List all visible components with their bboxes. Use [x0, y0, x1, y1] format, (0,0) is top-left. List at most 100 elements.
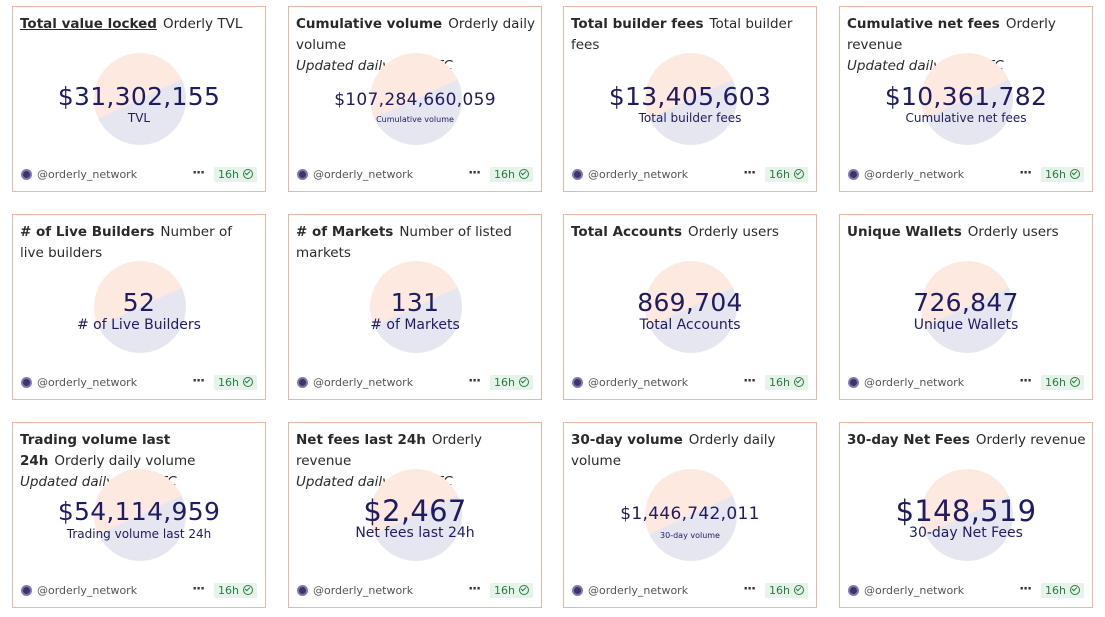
card-footer: @orderly_network ··· 16h: [297, 582, 533, 598]
card-header: 30-day Net Fees Orderly revenue: [847, 430, 1086, 451]
author-handle[interactable]: @orderly_network: [864, 167, 965, 181]
avatar[interactable]: [848, 376, 859, 388]
more-options-icon[interactable]: ···: [468, 166, 481, 181]
freshness-badge: 16h: [1041, 166, 1084, 182]
card-background-circle: [645, 53, 737, 145]
card-title[interactable]: Cumulative volume: [296, 16, 443, 32]
card-title[interactable]: # of Markets: [296, 224, 394, 240]
author-handle[interactable]: @orderly_network: [37, 583, 138, 597]
more-options-icon[interactable]: ···: [743, 582, 756, 597]
counter-label: Total builder fees: [638, 111, 742, 125]
card-background-circle: [94, 469, 186, 561]
counter-card-tvl[interactable]: Total value locked Orderly TVL $31,302,15…: [12, 6, 266, 192]
counter-card-30d-volume[interactable]: 30-day volume Orderly daily volume $1,446…: [563, 422, 817, 608]
freshness-badge: 16h: [214, 582, 257, 598]
author-handle[interactable]: @orderly_network: [864, 583, 965, 597]
card-footer: @orderly_network ··· 16h: [848, 166, 1084, 182]
counter-card-unique-wallets[interactable]: Unique Wallets Orderly users 726,847 Uniq…: [839, 214, 1093, 400]
card-title[interactable]: 30-day Net Fees: [847, 432, 970, 448]
counter-card-markets[interactable]: # of Markets Number of listed markets 131…: [288, 214, 542, 400]
avatar[interactable]: [21, 584, 32, 596]
avatar[interactable]: [572, 168, 583, 180]
card-title[interactable]: Net fees last 24h: [296, 432, 426, 448]
avatar[interactable]: [297, 584, 308, 596]
card-subtitle: Total builder fees: [571, 16, 793, 53]
avatar[interactable]: [848, 584, 859, 596]
card-subtitle: Orderly users: [967, 224, 1059, 240]
author-handle[interactable]: @orderly_network: [37, 375, 138, 389]
more-options-icon[interactable]: ···: [743, 374, 756, 389]
counter-value: $107,284,660,059: [334, 90, 496, 110]
counter-card-volume-24h[interactable]: Trading volume last 24h Orderly daily vol…: [12, 422, 266, 608]
counter-value: 726,847: [913, 288, 1019, 317]
freshness-age: 16h: [1045, 375, 1066, 389]
author-handle[interactable]: @orderly_network: [313, 583, 414, 597]
check-circle-icon: [794, 169, 804, 179]
card-footer: @orderly_network ··· 16h: [21, 582, 257, 598]
more-options-icon[interactable]: ···: [743, 166, 756, 181]
counter-card-net-fees-24h[interactable]: Net fees last 24h Orderly revenue Updated…: [288, 422, 542, 608]
card-header: Total builder fees Total builder fees: [571, 14, 810, 56]
counter-card-builder-fees[interactable]: Total builder fees Total builder fees $13…: [563, 6, 817, 192]
check-circle-icon: [243, 169, 253, 179]
author-handle[interactable]: @orderly_network: [588, 583, 689, 597]
card-subtitle: Orderly revenue: [847, 16, 1056, 53]
freshness-badge: 16h: [765, 374, 808, 390]
card-subtitle: Orderly daily volume: [296, 16, 535, 53]
card-footer: @orderly_network ··· 16h: [572, 374, 808, 390]
author-handle[interactable]: @orderly_network: [864, 375, 965, 389]
card-subtitle: Orderly revenue: [296, 432, 482, 469]
author-handle[interactable]: @orderly_network: [37, 167, 138, 181]
more-options-icon[interactable]: ···: [1019, 166, 1032, 181]
check-circle-icon: [1070, 585, 1080, 595]
card-background-circle: [370, 469, 462, 561]
avatar[interactable]: [572, 376, 583, 388]
check-circle-icon: [519, 585, 529, 595]
counter-card-30d-net-fees[interactable]: 30-day Net Fees Orderly revenue $148,519 …: [839, 422, 1093, 608]
counter-label: Unique Wallets: [913, 317, 1019, 333]
avatar[interactable]: [848, 168, 859, 180]
more-options-icon[interactable]: ···: [468, 582, 481, 597]
freshness-age: 16h: [769, 167, 790, 181]
card-title[interactable]: Trading volume last 24h: [20, 432, 171, 469]
freshness-age: 16h: [769, 583, 790, 597]
more-options-icon[interactable]: ···: [468, 374, 481, 389]
counter-value: $148,519: [895, 494, 1037, 528]
author-handle[interactable]: @orderly_network: [588, 167, 689, 181]
card-header: # of Live Builders Number of live builder…: [20, 222, 259, 264]
counter-label: Trading volume last 24h: [66, 527, 212, 541]
card-title[interactable]: Unique Wallets: [847, 224, 962, 240]
more-options-icon[interactable]: ···: [192, 582, 205, 597]
card-title[interactable]: Total value locked: [20, 16, 157, 32]
more-options-icon[interactable]: ···: [192, 374, 205, 389]
card-footer: @orderly_network ··· 16h: [572, 166, 808, 182]
avatar[interactable]: [21, 376, 32, 388]
avatar[interactable]: [572, 584, 583, 596]
counter-card-live-builders[interactable]: # of Live Builders Number of live builder…: [12, 214, 266, 400]
card-title[interactable]: 30-day volume: [571, 432, 683, 448]
counter-card-cumulative-net-fees[interactable]: Cumulative net fees Orderly revenue Updat…: [839, 6, 1093, 192]
author-handle[interactable]: @orderly_network: [313, 375, 414, 389]
counter-card-cumulative-volume[interactable]: Cumulative volume Orderly daily volume Up…: [288, 6, 542, 192]
avatar[interactable]: [297, 376, 308, 388]
freshness-badge: 16h: [490, 166, 533, 182]
card-title[interactable]: Cumulative net fees: [847, 16, 1000, 32]
card-title[interactable]: Total builder fees: [571, 16, 704, 32]
card-title[interactable]: # of Live Builders: [20, 224, 155, 240]
avatar[interactable]: [21, 168, 32, 180]
card-footer: @orderly_network ··· 16h: [21, 166, 257, 182]
card-subtitle: Number of live builders: [20, 224, 232, 261]
card-title[interactable]: Total Accounts: [571, 224, 683, 240]
more-options-icon[interactable]: ···: [1019, 374, 1032, 389]
counter-card-total-accounts[interactable]: Total Accounts Orderly users 869,704 Tota…: [563, 214, 817, 400]
freshness-badge: 16h: [214, 374, 257, 390]
author-handle[interactable]: @orderly_network: [313, 167, 414, 181]
counter-value: $54,114,959: [57, 497, 221, 526]
more-options-icon[interactable]: ···: [192, 166, 205, 181]
more-options-icon[interactable]: ···: [1019, 582, 1032, 597]
card-header: Total Accounts Orderly users: [571, 222, 810, 243]
card-background-circle: [921, 53, 1013, 145]
avatar[interactable]: [297, 168, 308, 180]
author-handle[interactable]: @orderly_network: [588, 375, 689, 389]
card-background-circle: [645, 469, 737, 561]
